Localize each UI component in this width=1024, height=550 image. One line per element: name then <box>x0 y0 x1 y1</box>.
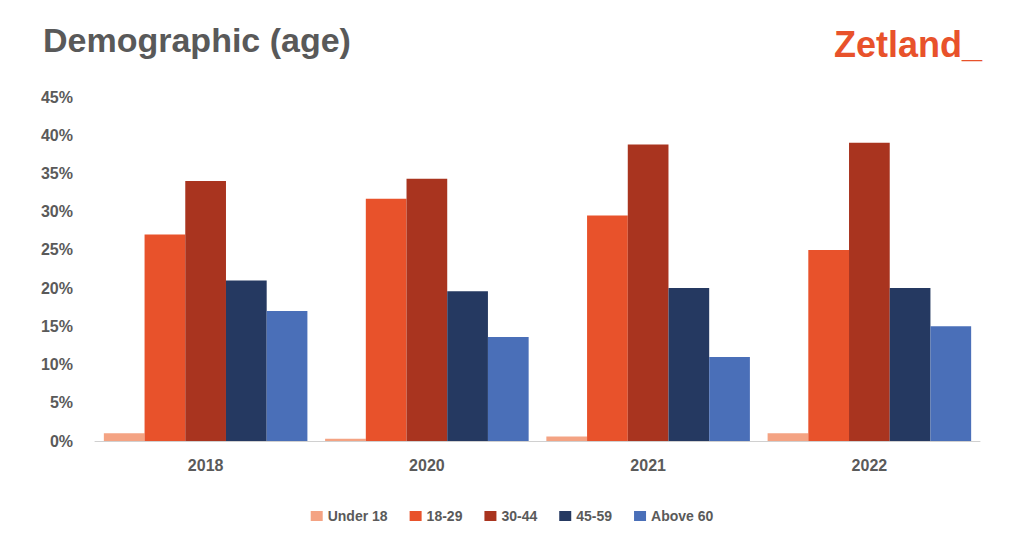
svg-text:Demographic (age): Demographic (age) <box>43 21 351 59</box>
svg-text:2020: 2020 <box>409 457 445 474</box>
svg-text:Above 60: Above 60 <box>651 508 713 524</box>
svg-text:15%: 15% <box>41 318 73 335</box>
svg-text:30%: 30% <box>41 203 73 220</box>
svg-text:Under 18: Under 18 <box>328 508 388 524</box>
svg-text:45-59: 45-59 <box>576 508 612 524</box>
svg-text:2018: 2018 <box>188 457 224 474</box>
svg-text:45%: 45% <box>41 89 73 106</box>
svg-text:18-29: 18-29 <box>427 508 463 524</box>
svg-text:2022: 2022 <box>852 457 888 474</box>
svg-text:25%: 25% <box>41 241 73 258</box>
svg-text:20%: 20% <box>41 280 73 297</box>
svg-text:Zetland_: Zetland_ <box>834 24 983 65</box>
svg-text:5%: 5% <box>50 394 73 411</box>
svg-text:30-44: 30-44 <box>501 508 537 524</box>
svg-text:40%: 40% <box>41 127 73 144</box>
svg-text:35%: 35% <box>41 165 73 182</box>
svg-text:10%: 10% <box>41 356 73 373</box>
svg-text:2021: 2021 <box>630 457 666 474</box>
svg-text:0%: 0% <box>50 433 73 450</box>
